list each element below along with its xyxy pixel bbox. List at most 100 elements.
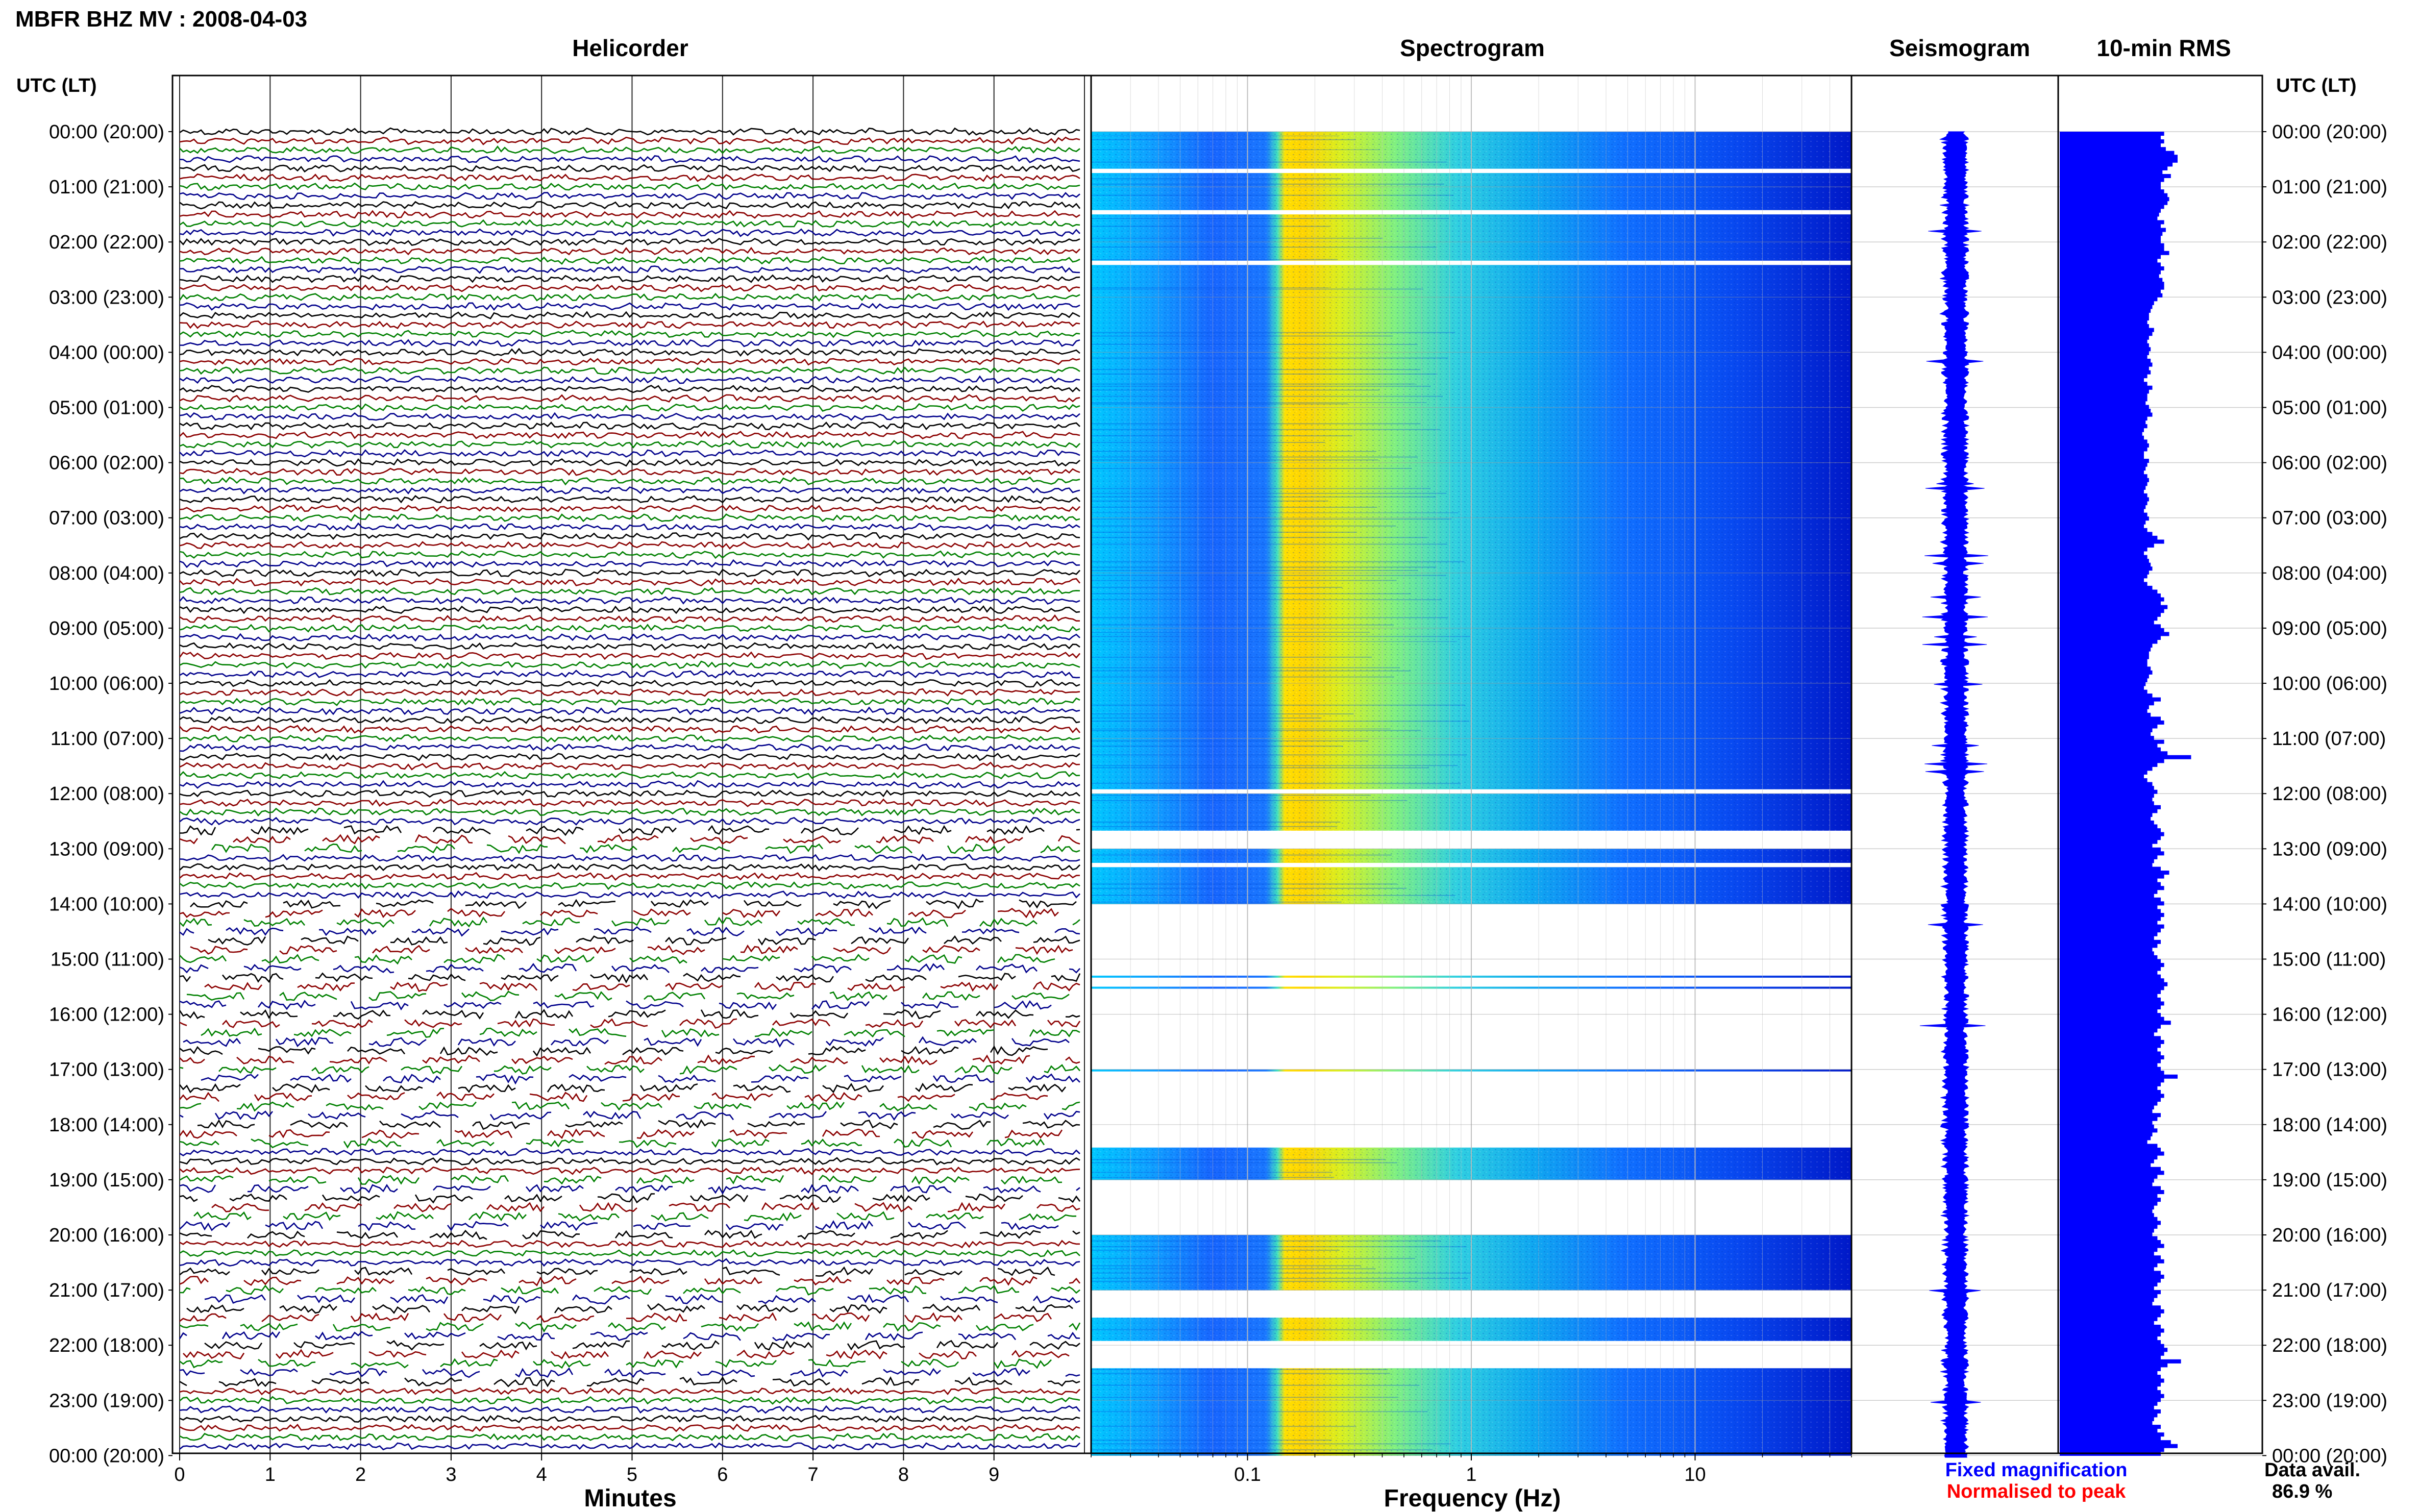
rms-bar <box>2060 832 2164 836</box>
rms-bar <box>2060 201 2168 205</box>
rms-bar <box>2060 1209 2153 1213</box>
y-tick-label-left: 20:00 (16:00) <box>49 1225 164 1246</box>
y-tick-label-right: 00:00 (20:00) <box>2272 121 2387 143</box>
rms-bar <box>2060 824 2158 829</box>
rms-bar <box>2060 1221 2161 1225</box>
rms-bar <box>2060 397 2148 402</box>
rms-bar <box>2060 528 2148 532</box>
data-avail-value: 86.9 % <box>2272 1481 2332 1502</box>
rms-bar <box>2060 944 2158 948</box>
rms-bar <box>2060 1263 2158 1268</box>
rms-bar <box>2060 173 2171 178</box>
rms-bar <box>2060 135 2161 140</box>
rms-bar <box>2060 1109 2153 1113</box>
rms-bar <box>2060 1290 2161 1295</box>
rms-bar <box>2060 732 2151 736</box>
y-tick-label-right: 10:00 (06:00) <box>2272 673 2387 695</box>
rms-bar <box>2060 524 2144 529</box>
rms-bar <box>2060 889 2158 894</box>
y-tick-label-right: 09:00 (05:00) <box>2272 618 2387 639</box>
y-tick-label-right: 01:00 (21:00) <box>2272 177 2387 198</box>
rms-bar <box>2060 1098 2161 1102</box>
rms-bar <box>2060 593 2161 598</box>
rms-bar <box>2060 1367 2161 1371</box>
rms-bar <box>2060 543 2154 548</box>
rms-bar <box>2060 247 2164 252</box>
rms-bar <box>2060 1244 2164 1248</box>
rms-bar <box>2060 932 2158 936</box>
rms-bar <box>2060 639 2158 644</box>
rms-bar <box>2060 155 2178 159</box>
helicorder-x-tick-label: 2 <box>355 1464 366 1485</box>
spectrogram-panel: 0.1 1 10 <box>1090 75 1853 1485</box>
rms-bar <box>2060 516 2149 521</box>
rms-bar <box>2060 928 2161 933</box>
rms-bar <box>2060 366 2149 371</box>
rms-bar <box>2060 1089 2161 1094</box>
helicorder-x-tick-label: 4 <box>536 1464 547 1485</box>
rms-bar <box>2060 1271 2161 1275</box>
rms-bar <box>2060 1086 2158 1090</box>
rms-bar <box>2060 816 2151 821</box>
y-tick-label-left: 22:00 (18:00) <box>49 1335 164 1356</box>
y-tick-label-right: 02:00 (22:00) <box>2272 232 2387 253</box>
y-tick-label-left: 21:00 (17:00) <box>49 1280 164 1301</box>
y-tick-label-left: 09:00 (05:00) <box>49 618 164 639</box>
rms-bar <box>2060 470 2144 475</box>
rms-bar <box>2060 836 2161 840</box>
rms-bar <box>2060 224 2161 229</box>
rms-bar <box>2060 797 2153 802</box>
rms-bar <box>2060 462 2148 467</box>
y-tick-label-left: 08:00 (04:00) <box>49 563 164 584</box>
rms-bar <box>2060 1128 2158 1133</box>
rms-bar <box>2060 1124 2154 1129</box>
rms-bar <box>2060 559 2149 563</box>
rms-bar <box>2060 1047 2158 1052</box>
rms-bar <box>2060 986 2164 990</box>
rms-bar <box>2060 1298 2154 1302</box>
rms-bar <box>2060 786 2154 790</box>
rms-bar <box>2060 666 2151 671</box>
rms-bar <box>2060 255 2161 259</box>
rms-bar <box>2060 320 2148 325</box>
y-tick-label-right: 22:00 (18:00) <box>2272 1335 2387 1356</box>
rms-bar <box>2060 1274 2164 1279</box>
rms-bar <box>2060 389 2149 394</box>
y-tick-label-left: 13:00 (09:00) <box>49 838 164 860</box>
rms-bar <box>2060 597 2164 602</box>
rms-bar <box>2060 420 2146 425</box>
rms-bar <box>2060 478 2149 482</box>
rms-bar <box>2060 905 2158 909</box>
rms-bar <box>2060 1139 2148 1145</box>
rms-bar <box>2060 182 2161 186</box>
rms-bar <box>2060 1251 2154 1256</box>
rms-bar <box>2060 1390 2161 1395</box>
y-tick-label-left: 11:00 (07:00) <box>51 728 164 750</box>
y-tick-label-left: 04:00 (00:00) <box>49 342 164 363</box>
rms-bars <box>2060 132 2191 1456</box>
rms-bar <box>2060 1378 2164 1383</box>
rms-bar <box>2060 709 2148 713</box>
rms-bar <box>2060 274 2159 279</box>
spectrogram-x-ticks: 0.1 1 10 <box>1091 1453 1852 1485</box>
y-tick-label-left: 01:00 (21:00) <box>49 177 164 198</box>
rms-bar <box>2060 963 2164 968</box>
y-tick-label-left: 14:00 (10:00) <box>49 894 164 915</box>
rms-bar <box>2060 878 2158 883</box>
y-tick-label-right: 05:00 (01:00) <box>2272 398 2387 419</box>
rms-bar <box>2060 1055 2164 1060</box>
rms-bar <box>2060 924 2164 929</box>
rms-bar <box>2060 447 2148 452</box>
rms-bar <box>2060 1178 2154 1183</box>
y-tick-labels-left: 00:00 (20:00) 01:00 (21:00) 02:00 (22:00) 0… <box>49 121 172 1467</box>
y-tick-labels-right: 00:00 (20:00) 01:00 (21:00) 02:00 (22:00) 0… <box>2262 121 2387 1467</box>
rms-bar <box>2060 485 2146 490</box>
rms-bar <box>2060 535 2158 540</box>
rms-bar <box>2060 351 2149 355</box>
spectrogram-x-tick-label: 10 <box>1684 1464 1706 1485</box>
rms-bar <box>2060 720 2164 725</box>
rms-bar <box>2060 871 2169 875</box>
rms-bar <box>2060 1028 2158 1033</box>
rms-bar <box>2060 1355 2161 1360</box>
